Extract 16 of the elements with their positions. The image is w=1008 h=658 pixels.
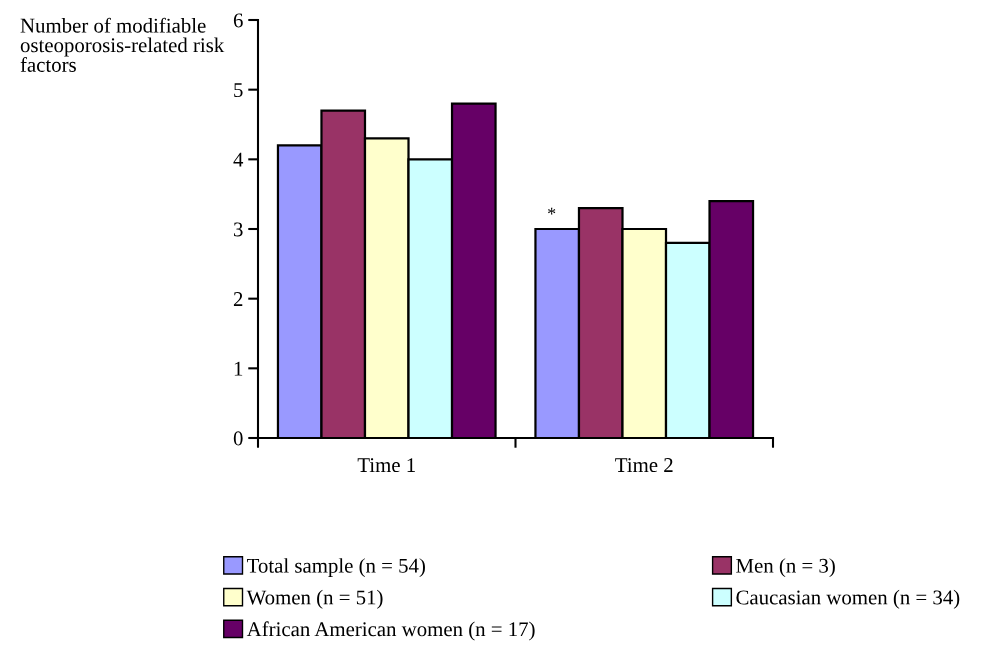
y-tick-label: 1 (234, 361, 243, 376)
y-tick-label: 4 (233, 152, 244, 167)
annotation: * (548, 207, 556, 215)
legend-label: Women (n = 51) (246, 589, 383, 609)
y-axis-title: Number of modifiable osteoporosis-related risk factors (20, 17, 225, 72)
y-tick-label: 0 (233, 431, 243, 446)
legend-label: Men (n = 3) (736, 558, 835, 578)
y-tick-label: 5 (234, 83, 243, 98)
legend-label: Caucasian women (n = 34) (736, 589, 960, 609)
x-tick-label: Time 1 (357, 458, 415, 473)
y-tick-label: 3 (234, 222, 243, 237)
legend-label: Total sample (n = 54) (247, 558, 425, 578)
legend-label: African American women (n = 17) (246, 621, 535, 641)
y-tick-label: 6 (233, 13, 243, 28)
y-tick-label: 2 (233, 292, 243, 306)
x-tick-label: Time 2 (615, 458, 673, 473)
